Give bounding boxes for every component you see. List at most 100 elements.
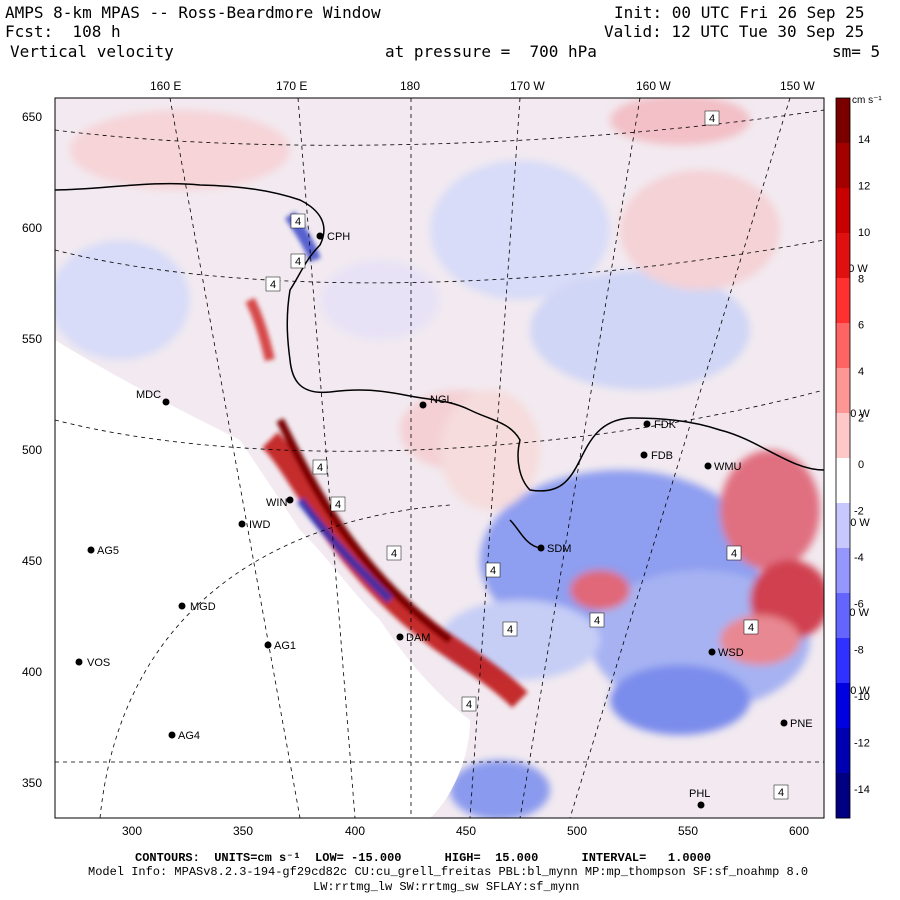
station-dot	[697, 801, 705, 809]
colorbar-swatch	[836, 593, 850, 639]
model-info: Model Info: MPASv8.2.3-194-gf29cd82c CU:…	[88, 865, 809, 879]
y-tick: 450	[22, 554, 42, 568]
station-dot	[704, 462, 712, 470]
graticule	[55, 98, 824, 818]
colorbar-label: 14	[858, 134, 870, 146]
lon-label: 180	[400, 79, 420, 93]
contour-label: 4	[778, 787, 784, 799]
station-label: DAM	[406, 632, 430, 644]
station-dot	[537, 544, 545, 552]
colorbar-swatch	[836, 413, 850, 459]
y-axis: 650 600 550 500 450 400 350	[22, 110, 42, 790]
contour-label: 4	[466, 699, 472, 711]
station-dot	[780, 719, 788, 727]
colorbar-label: 4	[858, 366, 864, 378]
model-info-physics: LW:rrtmg_lw SW:rrtmg_sw SFLAY:sf_mynn	[313, 880, 580, 894]
colorbar-swatch	[836, 278, 850, 324]
colorbar-swatch	[836, 503, 850, 549]
station-dot	[643, 420, 651, 428]
colorbar-label: -8	[854, 645, 864, 657]
lon-label: 170 W	[510, 79, 545, 93]
station-dot	[178, 602, 186, 610]
contour-label: 4	[731, 548, 737, 560]
y-tick: 550	[22, 332, 42, 346]
longitude-labels: 160 E 170 E 180 170 W 160 W 150 W	[150, 79, 815, 93]
colorbar-swatch	[836, 188, 850, 234]
station-dot	[708, 648, 716, 656]
colorbar-label: -4	[854, 552, 864, 564]
colorbar: cm s⁻¹ 14 12 10 8 6 4 2 0 -2 -4 -6 -8 -10 -12 -14	[835, 95, 882, 819]
contour-label: 4	[507, 624, 513, 636]
station-label: MGD	[190, 601, 216, 613]
station-label: WIN	[266, 497, 287, 509]
forecast-hour: Fcst: 108 h	[5, 22, 121, 41]
y-tick: 600	[22, 221, 42, 235]
station-dot	[640, 451, 648, 459]
station-label: PNE	[790, 718, 813, 730]
model-title: AMPS 8-km MPAS -- Ross-Beardmore Window	[5, 3, 381, 22]
colorbar-swatch	[836, 323, 850, 369]
colorbar-label: -12	[854, 738, 870, 750]
colorbar-label: 2	[858, 413, 864, 425]
lon-label: 150 W	[780, 79, 815, 93]
colorbar-label: 0	[858, 459, 864, 471]
contour-label: 4	[295, 216, 301, 228]
x-tick: 550	[678, 824, 698, 838]
station-label: SDM	[547, 543, 571, 555]
colorbar-swatch	[836, 368, 850, 414]
colorbar-label: -2	[854, 505, 864, 517]
station-dot	[286, 496, 294, 504]
init-time: Init: 00 UTC Fri 26 Sep 25	[614, 3, 865, 22]
colorbar-label: 12	[858, 180, 870, 192]
colorbar-label: -10	[854, 691, 870, 703]
contour-label: 4	[594, 615, 600, 627]
station-markers: MDC NGL CPH FDK FDB WMU IWD AG5 MGD SDM …	[75, 231, 813, 809]
station-label: PHL	[689, 788, 710, 800]
lon-label: 170 E	[276, 79, 307, 93]
station-label: WMU	[714, 461, 742, 473]
station-label: CPH	[327, 231, 350, 243]
station-label: NGL	[430, 394, 453, 406]
y-tick: 350	[22, 776, 42, 790]
ross-ice-shelf	[55, 340, 470, 818]
colorbar-swatch	[836, 638, 850, 684]
contour-label: 4	[709, 113, 715, 125]
station-label: AG1	[274, 640, 296, 652]
station-label: WSD	[718, 647, 744, 659]
x-tick: 500	[567, 824, 587, 838]
contour-label: 4	[335, 499, 341, 511]
colorbar-label: -6	[854, 598, 864, 610]
x-tick: 450	[456, 824, 476, 838]
station-dot	[238, 520, 246, 528]
station-dot	[264, 641, 272, 649]
colorbar-units: cm s⁻¹	[852, 95, 882, 106]
smoothing: sm= 5	[832, 42, 881, 61]
contour-labels: 4 4 4 4 4 4 4 4 4 4 4 4 4 4	[265, 110, 789, 800]
station-dot	[396, 633, 404, 641]
colorbar-swatch	[836, 728, 850, 774]
station-label: FDK	[654, 419, 677, 431]
plot-area	[55, 98, 824, 818]
contour-label: 4	[391, 548, 397, 560]
colorbar-label: -14	[854, 784, 870, 796]
colorbar-label: 6	[858, 320, 864, 332]
colorbar-swatch	[836, 98, 850, 144]
colorbar-swatch	[836, 683, 850, 729]
station-label: IWD	[249, 519, 270, 531]
colorbar-swatch	[836, 548, 850, 594]
x-axis: 300 350 400 450 500 550 600	[122, 824, 809, 838]
station-label: MDC	[136, 389, 161, 401]
station-dot	[168, 731, 176, 739]
x-tick: 400	[345, 824, 365, 838]
x-tick: 350	[233, 824, 253, 838]
valid-time: Valid: 12 UTC Tue 30 Sep 25	[604, 22, 865, 41]
colorbar-label: 10	[858, 227, 870, 239]
contour-label: 4	[490, 565, 496, 577]
station-dot	[87, 546, 95, 554]
station-label: AG4	[178, 730, 200, 742]
y-tick: 400	[22, 665, 42, 679]
y-tick: 500	[22, 443, 42, 457]
x-tick: 300	[122, 824, 142, 838]
colorbar-swatch	[836, 458, 850, 504]
